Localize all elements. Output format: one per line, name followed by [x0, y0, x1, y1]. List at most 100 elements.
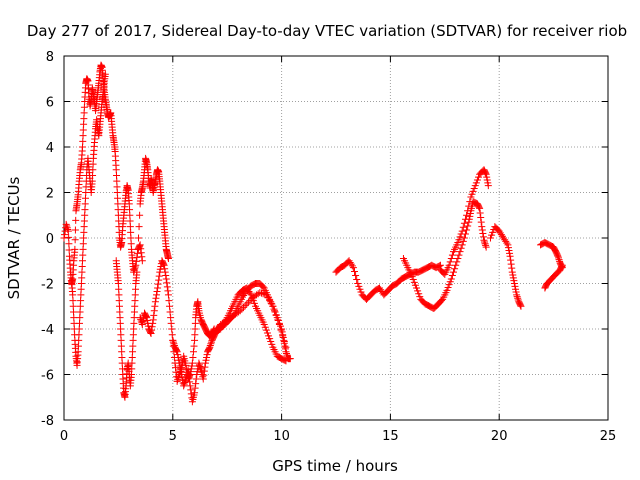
data-point [277, 322, 285, 330]
data-point [257, 289, 265, 297]
data-point [445, 281, 453, 289]
data-point [144, 322, 152, 330]
y-tick-label: 4 [46, 141, 54, 156]
data-point [555, 256, 563, 264]
y-axis-label: SDTVAR / TECUs [5, 176, 23, 299]
data-point [62, 220, 70, 228]
data-point [275, 320, 283, 328]
data-point [482, 243, 490, 251]
x-axis-label: GPS time / hours [272, 457, 398, 475]
data-point [278, 325, 286, 333]
data-point [508, 264, 516, 272]
data-point [235, 308, 243, 316]
data-point [170, 353, 178, 361]
data-point [510, 277, 518, 285]
data-point [468, 190, 476, 198]
data-point [138, 320, 146, 328]
data-point [172, 364, 180, 372]
data-markers [60, 61, 566, 406]
axis-ticks: 0 5 10 15 20 25 -8 -6 -4 -2 0 2 4 6 8 [41, 50, 616, 444]
data-point [176, 367, 184, 375]
data-point [459, 237, 467, 245]
data-point [274, 316, 282, 324]
data-point [137, 249, 145, 257]
data-point [173, 377, 181, 385]
data-point [177, 365, 185, 373]
data-point [456, 248, 464, 256]
data-point [447, 275, 455, 283]
data-point [488, 231, 496, 239]
data-point [201, 363, 209, 371]
data-point [282, 349, 290, 357]
data-point [456, 233, 464, 241]
x-tick-label: 25 [600, 429, 617, 444]
data-point [263, 329, 271, 337]
data-point [200, 371, 208, 379]
data-point [147, 330, 155, 338]
data-point [138, 319, 146, 327]
data-point [64, 225, 72, 233]
data-point [354, 280, 362, 287]
data-point [151, 302, 159, 310]
data-point [180, 380, 188, 388]
data-point [281, 345, 289, 353]
data-point [142, 312, 150, 320]
y-tick-label: -6 [41, 369, 54, 384]
data-point [409, 276, 417, 284]
data-point [451, 265, 459, 273]
data-point [271, 307, 279, 315]
data-point [513, 291, 521, 299]
data-point [160, 260, 168, 268]
data-point [448, 272, 456, 280]
data-point [246, 297, 254, 305]
data-point [410, 278, 418, 286]
data-point [190, 342, 198, 350]
data-point [482, 169, 490, 177]
data-point [203, 351, 211, 359]
data-point [256, 289, 264, 297]
chart-title: Day 277 of 2017, Sidereal Day-to-day VTE… [27, 22, 627, 40]
data-point [240, 303, 248, 311]
data-point [168, 325, 176, 333]
data-point [207, 338, 215, 346]
data-point [461, 230, 469, 238]
data-point [133, 253, 141, 261]
data-point [169, 336, 177, 344]
data-point [450, 268, 458, 276]
data-point [72, 216, 80, 224]
data-point [64, 227, 72, 235]
data-point [178, 361, 186, 369]
data-point [132, 257, 140, 265]
data-point [460, 219, 468, 227]
data-point [175, 371, 183, 378]
data-point [135, 234, 143, 242]
data-point [135, 223, 143, 231]
data-point [143, 316, 151, 324]
data-point [447, 254, 455, 262]
data-point [268, 340, 276, 348]
data-point [455, 236, 463, 244]
data-point [280, 336, 288, 344]
data-point [164, 291, 172, 299]
x-tick-label: 15 [382, 429, 399, 444]
data-point [189, 353, 197, 361]
data-point [188, 362, 196, 370]
data-point [556, 257, 564, 265]
data-point [174, 351, 182, 359]
data-point [455, 251, 463, 259]
data-point [261, 290, 269, 298]
data-point [165, 297, 173, 305]
data-point [151, 298, 159, 306]
data-point [414, 287, 422, 295]
data-point [61, 231, 69, 239]
data-point [482, 170, 490, 178]
data-point [199, 375, 207, 383]
data-point [350, 268, 358, 276]
data-point [193, 368, 201, 376]
y-tick-label: -2 [41, 278, 54, 293]
data-point [509, 274, 517, 282]
data-point [101, 70, 109, 78]
data-point [507, 260, 515, 268]
data-point [138, 253, 146, 261]
data-point [136, 242, 144, 250]
